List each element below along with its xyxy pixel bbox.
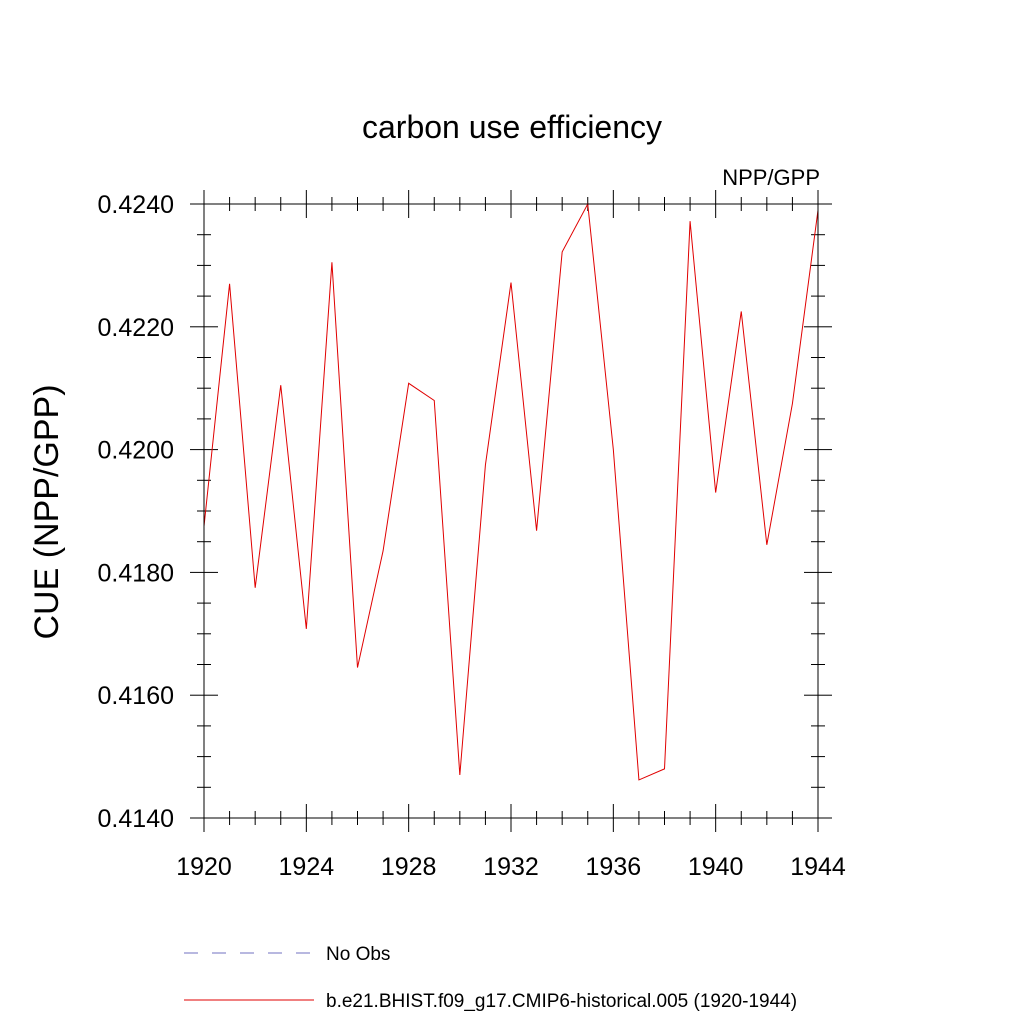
y-tick-label: 0.4180 xyxy=(98,559,174,587)
y-axis-label: CUE (NPP/GPP) xyxy=(28,384,66,639)
y-axis-tick-labels: 0.4140 0.4160 0.4180 0.4200 0.4220 0.4240 xyxy=(98,191,174,833)
legend: No Obs b.e21.BHIST.f09_g17.CMIP6-histori… xyxy=(184,944,797,1012)
y-tick-label: 0.4160 xyxy=(98,682,174,710)
chart-title: carbon use efficiency xyxy=(362,109,662,145)
legend-label-historical: b.e21.BHIST.f09_g17.CMIP6-historical.005… xyxy=(326,991,797,1012)
x-tick-label: 1928 xyxy=(381,853,437,881)
x-tick-label: 1924 xyxy=(279,853,335,881)
y-tick-label: 0.4220 xyxy=(98,314,174,342)
y-tick-label: 0.4240 xyxy=(98,191,174,219)
legend-label-no-obs: No Obs xyxy=(326,944,390,965)
x-axis-tick-labels: 1920 1924 1928 1932 1936 1940 1944 xyxy=(176,853,846,881)
y-tick-label: 0.4140 xyxy=(98,805,174,833)
data-series xyxy=(203,202,819,781)
plot-frame xyxy=(203,203,819,819)
x-tick-label: 1920 xyxy=(176,853,232,881)
x-tick-label: 1940 xyxy=(688,853,744,881)
y-tick-label: 0.4200 xyxy=(98,437,174,465)
x-tick-label: 1944 xyxy=(790,853,846,881)
x-tick-label: 1936 xyxy=(586,853,642,881)
x-tick-label: 1932 xyxy=(483,853,539,881)
axis-ticks xyxy=(190,190,832,832)
series-line-0 xyxy=(203,202,819,781)
chart-subtitle: NPP/GPP xyxy=(722,165,820,190)
